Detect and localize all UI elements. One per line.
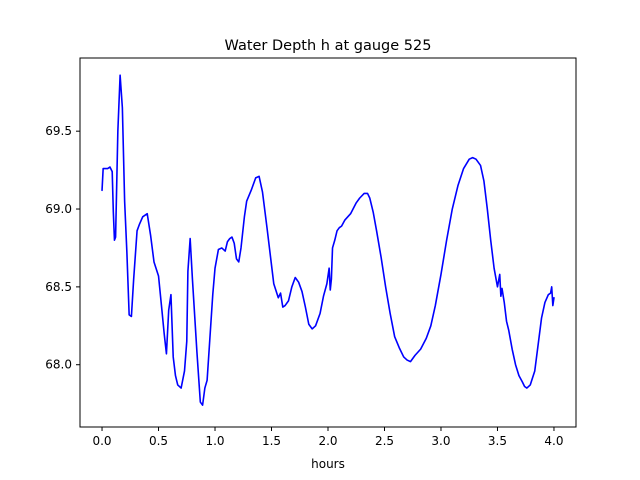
x-tick-label: 0.5 xyxy=(149,434,168,448)
y-tick-label: 69.5 xyxy=(45,124,72,138)
x-tick-label: 3.0 xyxy=(431,434,450,448)
plot-frame xyxy=(79,57,577,428)
series-line-0 xyxy=(101,74,555,407)
x-tick-label: 1.0 xyxy=(205,434,224,448)
chart-title: Water Depth h at gauge 525 xyxy=(225,38,432,54)
y-tick-label: 68.5 xyxy=(45,280,72,294)
x-tick-label: 2.0 xyxy=(318,434,337,448)
x-tick-label: 1.5 xyxy=(262,434,281,448)
x-tick-label: 3.5 xyxy=(488,434,507,448)
series-layer xyxy=(101,74,555,407)
x-tick-label: 2.5 xyxy=(375,434,394,448)
y-tick-label: 69.0 xyxy=(45,202,72,216)
y-tick-label: 68.0 xyxy=(45,358,72,372)
x-tick-label: 4.0 xyxy=(544,434,563,448)
x-axis: 0.0 0.5 1.0 1.5 2.0 2.5 3.0 3.5 4.0 xyxy=(92,427,564,448)
x-tick-label: 0.0 xyxy=(92,434,111,448)
x-axis-label: hours xyxy=(311,457,345,471)
y-axis: 68.0 68.5 69.0 69.5 xyxy=(45,124,80,372)
